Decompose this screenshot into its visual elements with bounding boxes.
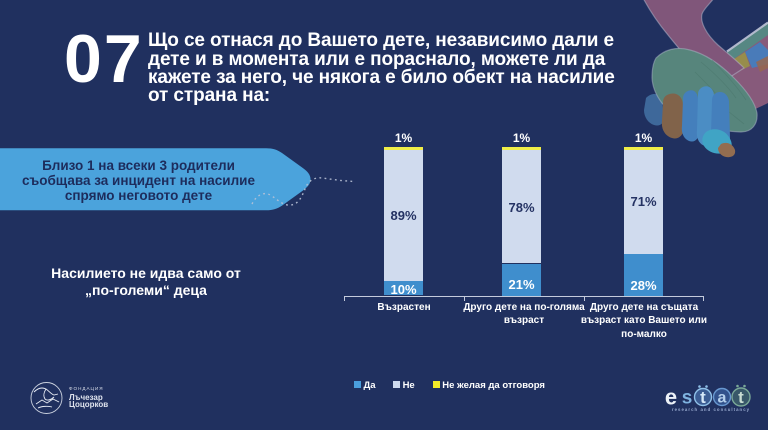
svg-text:e: e [665, 385, 677, 410]
svg-text:a: a [718, 390, 727, 407]
svg-text:t: t [700, 388, 706, 407]
svg-text:t: t [738, 388, 744, 407]
svg-text:research and consultancy: research and consultancy [672, 407, 750, 412]
svg-text:s: s [682, 388, 693, 409]
